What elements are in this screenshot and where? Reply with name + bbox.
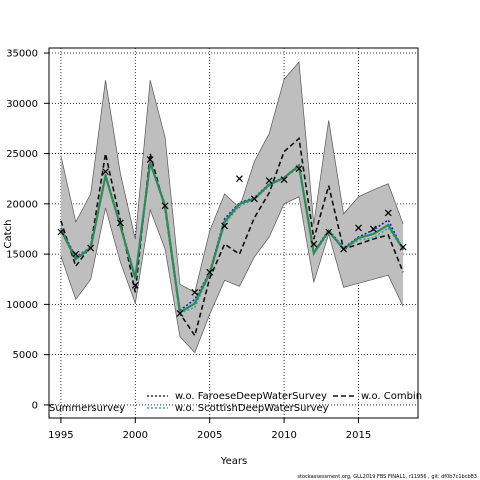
band-upper-edge <box>60 61 404 293</box>
y-tick-label-25000: 25000 <box>6 149 38 160</box>
y-tick-label-30000: 30000 <box>6 99 38 110</box>
observation-stroke-b <box>102 168 109 176</box>
band-lower-edge <box>60 196 404 354</box>
legend-label-combined: w.o. Combin <box>361 391 422 402</box>
y-tick-label-15000: 15000 <box>6 250 38 261</box>
observation-marker-2001 <box>146 156 154 164</box>
observation-marker-2004 <box>191 288 199 296</box>
observation-marker-1998 <box>102 168 109 176</box>
observation-stroke-b <box>72 250 80 258</box>
legend: w.o. FaroeseDeepWaterSurvey w.o. Scottis… <box>49 391 422 414</box>
legend-label-faroese: w.o. FaroeseDeepWaterSurvey <box>175 391 327 402</box>
footer-credit: stockassessment.org, GLL2019 FBS FINAL1,… <box>297 474 477 480</box>
legend-label-summersurvey: Summersurvey <box>49 403 125 414</box>
y-axis-ticks: 0 5000 10000 15000 20000 25000 30000 35000 <box>6 49 49 411</box>
observation-stroke-b <box>221 222 228 230</box>
observation-stroke-b <box>355 224 362 232</box>
observation-stroke-b <box>206 268 214 276</box>
observation-marker-2017 <box>384 209 392 217</box>
observation-stroke-b <box>280 176 288 184</box>
x-axis-ticks: 1995 2000 2005 2010 2015 <box>48 418 371 441</box>
y-tick-label-35000: 35000 <box>6 49 38 60</box>
observation-marker-2016 <box>369 225 377 233</box>
observation-stroke-b <box>340 245 348 253</box>
observation-points-group <box>57 156 407 317</box>
confidence-band-group <box>60 61 404 354</box>
x-tick-label-2000: 2000 <box>123 430 148 441</box>
observation-stroke-b <box>161 202 169 210</box>
observation-marker-1999 <box>116 219 124 227</box>
legend-label-scottish: w.o. ScottishDeepWaterSurvey <box>175 403 329 414</box>
observation-marker-1996 <box>72 250 80 258</box>
y-axis-title: Catch <box>3 220 14 249</box>
observation-marker-2018 <box>399 243 407 251</box>
x-tick-label-1995: 1995 <box>48 430 73 441</box>
observation-stroke-b <box>116 219 124 227</box>
x-tick-label-2015: 2015 <box>346 430 371 441</box>
x-axis-title: Years <box>220 456 247 467</box>
observation-marker-2015 <box>355 224 362 232</box>
confidence-band <box>60 62 404 353</box>
observation-marker-2009 <box>265 177 273 185</box>
observation-stroke-b <box>176 310 184 317</box>
observation-marker-2013 <box>325 228 333 236</box>
observation-marker-2003 <box>176 310 184 317</box>
observation-stroke-b <box>87 244 95 252</box>
observation-marker-2011 <box>295 165 303 173</box>
observation-stroke-b <box>399 243 407 251</box>
observation-marker-2010 <box>280 176 288 184</box>
observation-stroke-b <box>191 288 199 296</box>
observation-marker-2008 <box>250 195 258 203</box>
y-tick-label-10000: 10000 <box>6 300 38 311</box>
observation-marker-2012 <box>310 240 318 248</box>
observation-stroke-b <box>236 175 243 183</box>
observation-stroke-b <box>57 228 65 236</box>
observation-marker-2002 <box>161 202 169 210</box>
observation-stroke-b <box>131 281 139 289</box>
observation-stroke-b <box>250 195 258 203</box>
observation-marker-2000 <box>131 281 139 289</box>
observation-stroke-b <box>265 177 273 185</box>
y-tick-label-20000: 20000 <box>6 199 38 210</box>
observation-marker-2014 <box>340 245 348 253</box>
observation-stroke-b <box>384 209 392 217</box>
observation-stroke-b <box>369 225 377 233</box>
y-tick-label-0: 0 <box>32 400 38 411</box>
x-tick-label-2005: 2005 <box>197 430 222 441</box>
x-tick-label-2010: 2010 <box>271 430 296 441</box>
observation-marker-2005 <box>206 268 214 276</box>
observation-stroke-b <box>295 165 303 173</box>
plot-frame <box>48 47 419 419</box>
y-tick-label-5000: 5000 <box>13 350 38 361</box>
observation-stroke-b <box>146 156 154 164</box>
observation-marker-2006 <box>221 222 228 230</box>
observation-marker-1995 <box>57 228 65 236</box>
observation-stroke-b <box>310 240 318 248</box>
observation-marker-2007 <box>236 175 243 183</box>
observation-stroke-b <box>325 228 333 236</box>
observation-marker-1997 <box>87 244 95 252</box>
